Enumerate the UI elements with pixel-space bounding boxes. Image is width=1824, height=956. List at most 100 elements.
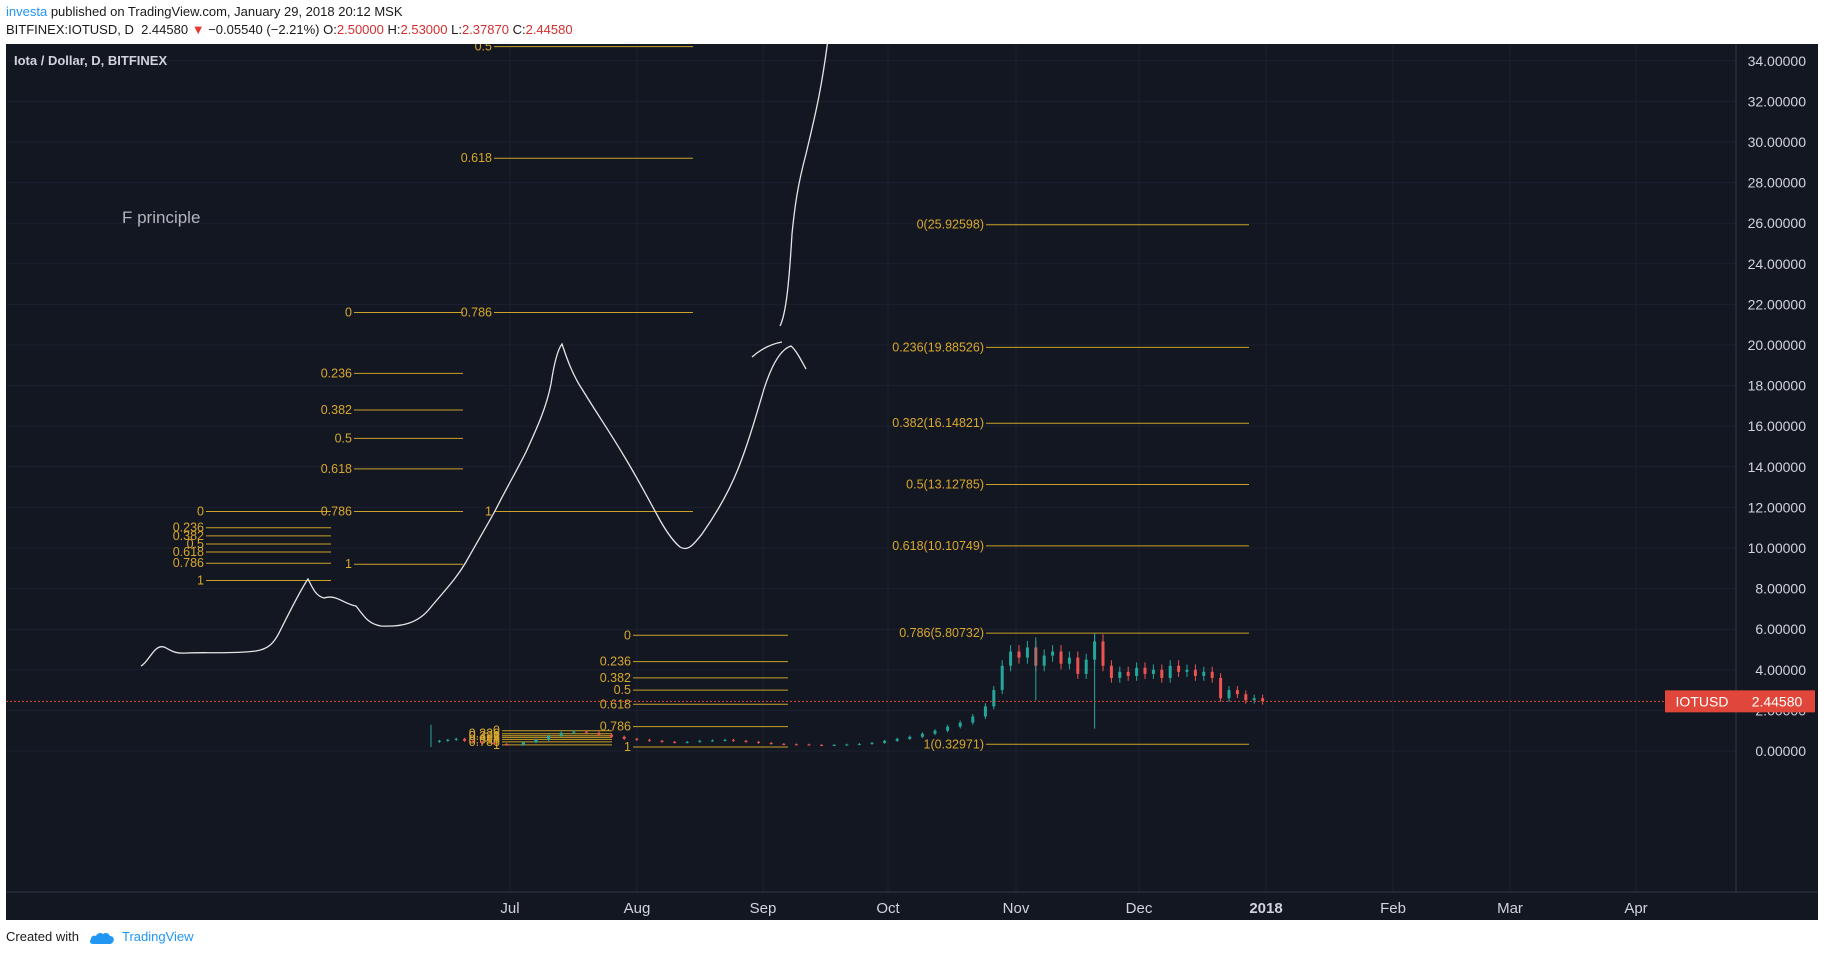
candle-body <box>1160 669 1164 678</box>
candle-body <box>845 744 849 746</box>
candle-body <box>559 732 563 736</box>
candle-body <box>883 740 887 743</box>
y-tick-label: 30.00000 <box>1748 134 1807 150</box>
y-tick-label: 34.00000 <box>1748 53 1807 69</box>
candle-body <box>744 740 748 742</box>
open-label: O: <box>323 22 337 37</box>
y-tick-label: 10.00000 <box>1748 540 1807 556</box>
fib-level-label: 0.618 <box>173 545 204 559</box>
candle-body <box>647 739 651 741</box>
y-tick-label: 24.00000 <box>1748 256 1807 272</box>
fib-level-label: 0.236 <box>173 521 204 535</box>
candle-body <box>635 738 639 740</box>
time-axis[interactable]: Jul Aug Sep Oct Nov Dec 2018 Feb Mar Apr <box>500 900 1647 917</box>
open-value: 2.50000 <box>336 22 384 37</box>
y-tick-label: 16.00000 <box>1748 418 1807 434</box>
candle-body <box>479 741 483 743</box>
chart-header: investa published on TradingView.com, Ja… <box>0 0 1824 44</box>
price-axis[interactable]: 0.000002.000004.000006.000008.0000010.00… <box>1748 53 1807 759</box>
fib-level-label: 0.5 <box>187 537 204 551</box>
tradingview-link[interactable]: TradingView <box>122 929 194 944</box>
fib-level-label: 1 <box>493 738 500 752</box>
candle-body <box>698 740 702 742</box>
candle-body <box>1143 667 1147 674</box>
fib-level-label: 0.786 <box>321 504 352 518</box>
down-arrow-icon: ▼ <box>191 22 205 37</box>
fib-level-label: 1(0.32971) <box>924 737 984 751</box>
drawn-price-path[interactable] <box>140 342 807 667</box>
candle-body <box>1168 665 1172 678</box>
author-link[interactable]: investa <box>6 4 48 19</box>
candle-body <box>1193 669 1197 676</box>
fib-level-label: 0.618 <box>321 462 352 476</box>
y-tick-label: 14.00000 <box>1748 459 1807 475</box>
y-tick-label: 22.00000 <box>1748 296 1807 312</box>
chart-annotation[interactable]: F principle <box>122 208 200 227</box>
y-tick-label: 20.00000 <box>1748 337 1807 353</box>
candle-body <box>710 740 714 742</box>
fib-level-label: 1 <box>485 504 492 518</box>
y-tick-label: 6.00000 <box>1755 621 1806 637</box>
x-tick-label: Oct <box>876 900 900 917</box>
candle-body <box>895 738 899 741</box>
candle-body <box>832 744 836 746</box>
x-tick-label: Apr <box>1624 900 1647 917</box>
candle-body <box>1135 667 1139 676</box>
price-tag-background <box>1739 690 1815 713</box>
symbol-label: BITFINEX:IOTUSD, D <box>6 22 134 37</box>
candle-body <box>547 735 551 740</box>
fib-level-label: 0.618 <box>461 151 492 165</box>
candle-body <box>1025 647 1029 658</box>
chart-area[interactable]: 0 0.236 0.382 0.5 0.618 0.786 1 0 0.236 0.382 0.5 0… <box>6 38 1818 920</box>
fib-fib2[interactable]: 0 0.236 0.382 0.5 0.618 0.786 1 <box>321 306 463 572</box>
candle-body <box>1009 651 1013 666</box>
fib-level-label: 0.786 <box>600 720 631 734</box>
fib-level-label: 0.382(16.14821) <box>892 416 984 430</box>
high-label: H: <box>387 22 401 37</box>
candle-body <box>820 744 824 746</box>
fib-level-label: 1 <box>624 740 631 754</box>
x-tick-label: Mar <box>1497 900 1523 917</box>
drawn-spike-path[interactable] <box>751 38 829 358</box>
y-tick-label: 4.00000 <box>1755 662 1806 678</box>
candle-body <box>1051 651 1055 656</box>
fib-level-label: 0.236(19.88526) <box>892 340 984 354</box>
candle-body <box>685 741 689 743</box>
candle-body <box>1042 655 1046 666</box>
candle-body <box>437 740 441 742</box>
candle-body <box>1252 698 1256 701</box>
fib-fib6[interactable]: 0(25.92598) 0.236(19.88526) 0.382(16.14821… <box>892 218 1249 752</box>
candle-body <box>782 743 786 745</box>
hand-drawing[interactable] <box>140 38 829 667</box>
candle-body <box>1261 698 1265 702</box>
y-tick-label: 28.00000 <box>1748 175 1807 191</box>
candle-body <box>731 739 735 741</box>
fib-level-label: 0.5 <box>614 683 631 697</box>
candle-body <box>723 739 727 741</box>
candle-body <box>794 744 798 746</box>
y-tick-label: 12.00000 <box>1748 499 1807 515</box>
candle-body <box>1084 659 1088 674</box>
candle-body <box>933 730 937 734</box>
fib-fib3[interactable]: 0.5 0.618 0.786 1 <box>461 40 693 518</box>
candle-body <box>597 732 601 735</box>
chart-background <box>6 44 1818 920</box>
fib-level-label: 0.382 <box>600 671 631 685</box>
fib-level-label: 0.618 <box>600 697 631 711</box>
created-with: Created with TradingView <box>6 929 194 945</box>
fib-level-label: 0.382 <box>173 529 204 543</box>
candle-body <box>505 743 509 745</box>
candle-body <box>1227 690 1231 699</box>
y-tick-label: 0.00000 <box>1755 743 1806 759</box>
y-tick-label: 18.00000 <box>1748 378 1807 394</box>
candle-body <box>471 740 475 742</box>
candle-body <box>534 739 538 743</box>
candle-body <box>971 716 975 723</box>
y-tick-label: 32.00000 <box>1748 93 1807 109</box>
low-label: L: <box>451 22 462 37</box>
